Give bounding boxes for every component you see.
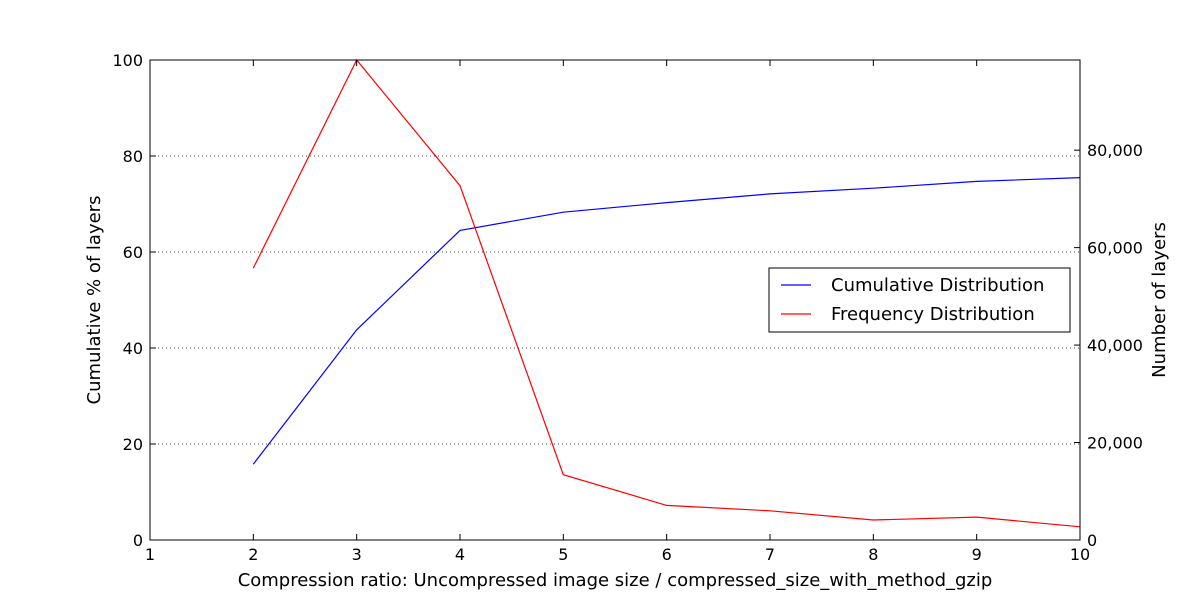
series-layer bbox=[252, 58, 1081, 528]
series-line-cumulative bbox=[252, 177, 1081, 465]
y-right-tick-label: 20,000 bbox=[1087, 434, 1143, 453]
legend-box bbox=[768, 267, 1071, 333]
y-axis-left-title: Cumulative % of layers bbox=[84, 196, 105, 405]
x-tick-label: 9 bbox=[972, 545, 982, 564]
y-left-tick-label: 40 bbox=[123, 339, 143, 358]
x-axis-title: Compression ratio: Uncompressed image si… bbox=[238, 570, 993, 591]
y-left-tick-label: 0 bbox=[133, 531, 143, 550]
x-tick-label: 6 bbox=[662, 545, 672, 564]
legend-label-frequency: Frequency Distribution bbox=[831, 304, 1035, 325]
y-axis-right-title: Number of layers bbox=[1149, 222, 1170, 378]
x-tick-label: 7 bbox=[765, 545, 775, 564]
grid-lines bbox=[150, 155, 1080, 445]
series-line-frequency bbox=[252, 58, 1081, 528]
x-tick-label: 5 bbox=[558, 545, 568, 564]
x-tick-label: 8 bbox=[868, 545, 878, 564]
y-right-tick-label: 80,000 bbox=[1087, 141, 1143, 160]
y-right-tick-label: 60,000 bbox=[1087, 239, 1143, 258]
y-left-tick-label: 80 bbox=[123, 147, 143, 166]
legend-label-cumulative: Cumulative Distribution bbox=[831, 275, 1044, 296]
y-left-tick-label: 100 bbox=[112, 51, 143, 70]
x-tick-label: 4 bbox=[455, 545, 465, 564]
y-right-tick-label: 40,000 bbox=[1087, 336, 1143, 355]
y-right-tick-label: 0 bbox=[1087, 531, 1097, 550]
legend: Cumulative Distribution Frequency Distri… bbox=[768, 267, 1071, 333]
ticks-layer: 1 2 3 4 5 6 7 8 9 10020406080100020,00040,00060,0… bbox=[112, 51, 1143, 564]
x-tick-label: 1 bbox=[145, 545, 155, 564]
x-tick-label: 3 bbox=[352, 545, 362, 564]
plot-frame bbox=[149, 59, 1081, 541]
y-left-tick-label: 60 bbox=[123, 243, 143, 262]
x-tick-label: 2 bbox=[248, 545, 258, 564]
y-left-tick-label: 20 bbox=[123, 435, 143, 454]
x-tick-label: 10 bbox=[1070, 545, 1090, 564]
